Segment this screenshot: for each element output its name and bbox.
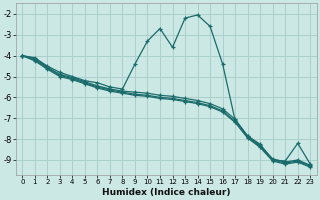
X-axis label: Humidex (Indice chaleur): Humidex (Indice chaleur) — [102, 188, 230, 197]
